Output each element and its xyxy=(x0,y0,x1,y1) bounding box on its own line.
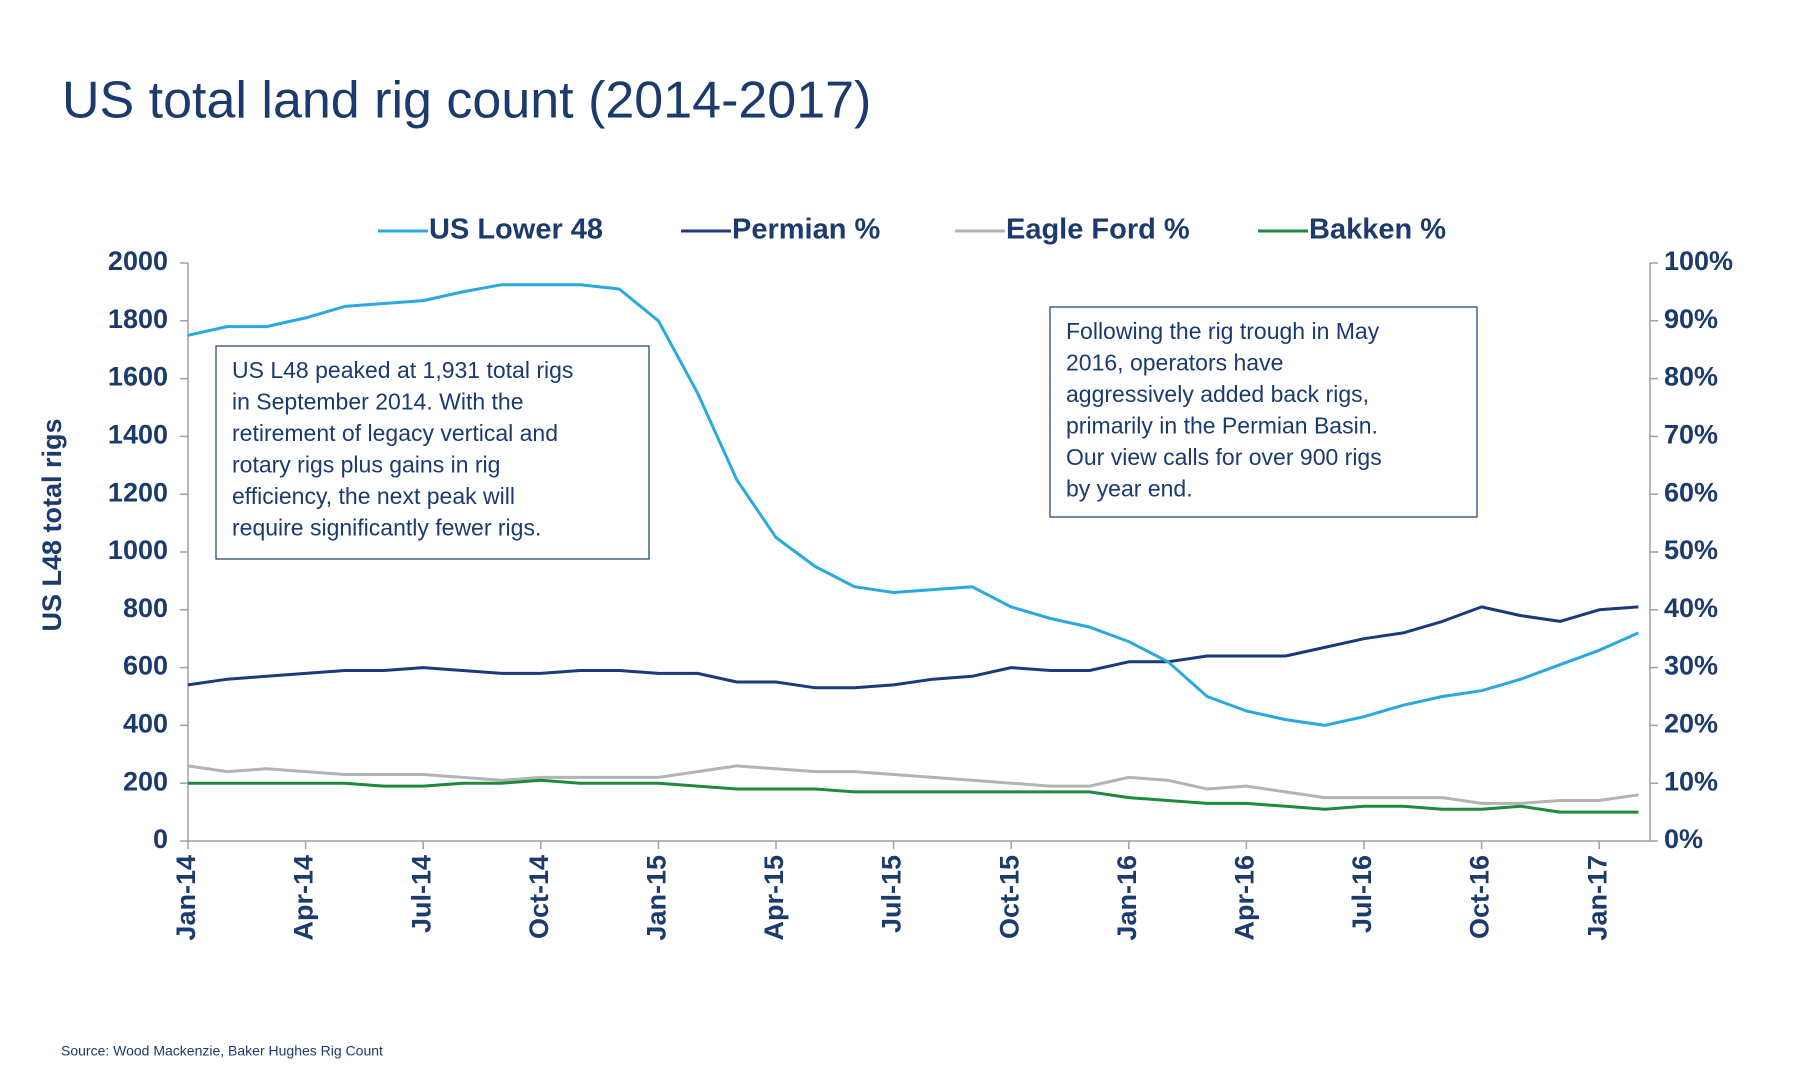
y2-tick-label: 60% xyxy=(1664,477,1718,507)
y2-tick-label: 40% xyxy=(1664,593,1718,623)
x-tick-label: Jan-14 xyxy=(171,855,201,941)
series-line xyxy=(187,605,1639,690)
y2-tick-label: 90% xyxy=(1664,304,1718,334)
annotation-text: efficiency, the next peak will xyxy=(232,483,515,509)
annotation-text: Following the rig trough in May xyxy=(1066,318,1380,344)
annotation-text: Our view calls for over 900 rigs xyxy=(1066,444,1382,470)
x-tick-label: Jan-15 xyxy=(642,855,672,941)
y2-tick-label: 50% xyxy=(1664,535,1718,565)
annotation-text: aggressively added back rigs, xyxy=(1066,381,1369,407)
legend-label: Bakken % xyxy=(1309,214,1446,246)
annotation-text: rotary rigs plus gains in rig xyxy=(232,452,500,478)
y2-tick-label: 80% xyxy=(1664,362,1718,392)
y-tick-label: 1400 xyxy=(108,420,168,450)
x-tick-label: Jul-14 xyxy=(406,855,436,933)
y2-tick-label: 70% xyxy=(1664,420,1718,450)
x-tick-label: Jan-16 xyxy=(1112,855,1142,941)
y-tick-label: 1600 xyxy=(108,362,168,392)
x-tick-label: Jan-17 xyxy=(1582,855,1612,941)
x-tick-label: Apr-15 xyxy=(759,855,789,941)
series-line xyxy=(188,778,1639,814)
series-line xyxy=(187,283,1640,727)
y2-tick-label: 30% xyxy=(1664,651,1718,681)
y2-tick-label: 0% xyxy=(1664,824,1703,854)
y2-tick-label: 20% xyxy=(1664,709,1718,739)
annotation-text: retirement of legacy vertical and xyxy=(232,420,558,446)
annotation-text: require significantly fewer rigs. xyxy=(232,515,541,541)
y-tick-label: 1000 xyxy=(108,535,168,565)
x-tick-label: Oct-16 xyxy=(1465,855,1495,939)
annotation-text: 2016, operators have xyxy=(1066,350,1283,376)
annotation-text: in September 2014. With the xyxy=(232,389,524,415)
y-tick-label: 1200 xyxy=(108,477,168,507)
y-tick-label: 0 xyxy=(153,824,168,854)
x-tick-label: Apr-16 xyxy=(1230,855,1260,941)
annotation-text: primarily in the Permian Basin. xyxy=(1066,413,1378,439)
legend-label: Eagle Ford % xyxy=(1006,214,1190,246)
y-tick-label: 2000 xyxy=(108,246,168,276)
annotation-box xyxy=(1049,306,1478,518)
x-tick-label: Oct-14 xyxy=(524,855,554,939)
annotation-box xyxy=(215,345,650,560)
y-axis-title: US L48 total rigs xyxy=(37,418,67,631)
annotation-text: US L48 peaked at 1,931 total rigs xyxy=(232,357,573,383)
x-tick-label: Jul-15 xyxy=(877,855,907,933)
series-line xyxy=(187,764,1639,805)
y-tick-label: 1800 xyxy=(108,304,168,334)
source-note: Source: Wood Mackenzie, Baker Hughes Rig… xyxy=(61,1043,383,1059)
y-tick-label: 800 xyxy=(123,593,168,623)
y-tick-label: 200 xyxy=(123,766,168,796)
x-tick-label: Jul-16 xyxy=(1347,855,1377,933)
y-tick-label: 400 xyxy=(123,709,168,739)
x-tick-label: Apr-14 xyxy=(289,855,319,941)
chart-title: US total land rig count (2014-2017) xyxy=(62,72,871,130)
y2-tick-label: 100% xyxy=(1664,246,1733,276)
annotation-text: by year end. xyxy=(1066,476,1193,502)
y2-tick-label: 10% xyxy=(1664,766,1718,796)
legend-label: US Lower 48 xyxy=(429,214,603,246)
y-tick-label: 600 xyxy=(123,651,168,681)
x-tick-label: Oct-15 xyxy=(994,855,1024,939)
legend-label: Permian % xyxy=(732,214,880,246)
